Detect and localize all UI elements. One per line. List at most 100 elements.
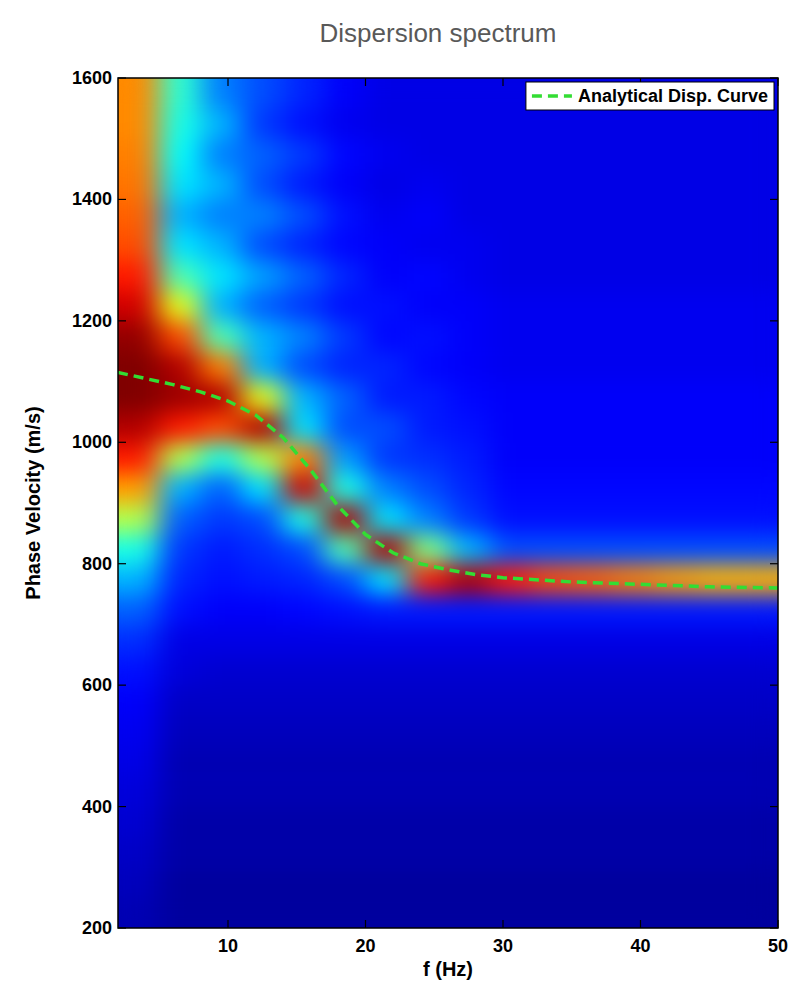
heatmap-cell — [324, 655, 366, 686]
heatmap-cell — [366, 169, 408, 200]
heatmap-cell — [654, 139, 696, 170]
heatmap-cell — [448, 776, 490, 807]
heatmap-cell — [283, 260, 325, 291]
heatmap-cell — [448, 624, 490, 655]
heatmap-cell — [696, 442, 738, 473]
plot-background — [118, 78, 778, 928]
plot-area — [118, 78, 778, 928]
heatmap-cell — [283, 291, 325, 322]
heatmap-cell — [366, 108, 408, 139]
heatmap-cell — [531, 503, 573, 534]
heatmap-cell — [737, 169, 778, 200]
heatmap-cell — [118, 321, 160, 352]
heatmap-cell — [531, 594, 573, 625]
heatmap-cell — [407, 473, 449, 504]
heatmap-cell — [159, 533, 201, 564]
heatmap-cell — [242, 776, 284, 807]
heatmap-cell — [531, 746, 573, 777]
heatmap-cell — [242, 655, 284, 686]
heatmap-cell — [572, 624, 614, 655]
heatmap-cell — [324, 594, 366, 625]
heatmap-cell — [201, 503, 243, 534]
heatmap-cell — [242, 807, 284, 838]
heatmap-cell — [159, 139, 201, 170]
y-tick — [118, 442, 126, 443]
analytical-curve — [118, 372, 778, 588]
heatmap-cell — [613, 351, 655, 382]
heatmap-cell — [448, 442, 490, 473]
heatmap-cell — [283, 169, 325, 200]
heatmap-cell — [737, 594, 778, 625]
heatmap-cell — [531, 837, 573, 868]
heatmap-cell — [531, 108, 573, 139]
heatmap-cell — [448, 655, 490, 686]
heatmap-cell — [696, 412, 738, 443]
heatmap-cell — [613, 716, 655, 747]
heatmap-cell — [366, 230, 408, 261]
heatmap-cell — [366, 807, 408, 838]
heatmap-cell — [201, 473, 243, 504]
heatmap-cell — [242, 503, 284, 534]
heatmap-cell — [572, 533, 614, 564]
heatmap-cell — [159, 321, 201, 352]
heatmap-cell — [654, 169, 696, 200]
heatmap-cell — [572, 412, 614, 443]
heatmap-cell — [366, 776, 408, 807]
heatmap-cell — [696, 655, 738, 686]
heatmap-cell — [654, 382, 696, 413]
heatmap-cell — [366, 260, 408, 291]
heatmap-cell — [366, 412, 408, 443]
heatmap-cell — [613, 867, 655, 898]
heatmap-cell — [613, 169, 655, 200]
heatmap-cell — [572, 382, 614, 413]
heatmap-cell — [572, 139, 614, 170]
heatmap-cell — [737, 503, 778, 534]
heatmap-cell — [242, 898, 284, 928]
heatmap-cell — [737, 351, 778, 382]
heatmap-cell — [531, 807, 573, 838]
heatmap-cell — [572, 473, 614, 504]
heatmap-cell — [407, 412, 449, 443]
heatmap-cell — [531, 382, 573, 413]
heatmap-cell — [654, 776, 696, 807]
heatmap-cell — [407, 78, 449, 109]
heatmap-cell — [489, 898, 531, 928]
x-tick — [227, 78, 228, 86]
y-tick — [118, 320, 126, 321]
heatmap-cell — [242, 351, 284, 382]
heatmap-cell — [531, 867, 573, 898]
heatmap-cell — [118, 898, 160, 928]
heatmap-cell — [654, 716, 696, 747]
heatmap-cell — [283, 776, 325, 807]
heatmap-cell — [366, 291, 408, 322]
heatmap-cell — [696, 746, 738, 777]
heatmap-cell — [489, 169, 531, 200]
heatmap-cell — [118, 533, 160, 564]
heatmap-cell — [572, 837, 614, 868]
y-axis-title: Phase Velocity (m/s) — [22, 406, 44, 599]
heatmap-cell — [696, 624, 738, 655]
heatmap-cell — [407, 199, 449, 230]
heatmap-cell — [283, 867, 325, 898]
heatmap-cell — [283, 382, 325, 413]
heatmap-cell — [489, 230, 531, 261]
x-tick-label: 50 — [768, 936, 788, 956]
heatmap-cell — [118, 108, 160, 139]
heatmap-cell — [448, 503, 490, 534]
heatmap-cell — [489, 473, 531, 504]
heatmap-cell — [118, 867, 160, 898]
x-tick — [365, 920, 366, 928]
heatmap-cell — [737, 624, 778, 655]
x-tick-label: 40 — [630, 936, 650, 956]
y-tick — [118, 199, 126, 200]
heatmap-cell — [654, 351, 696, 382]
heatmap-cell — [159, 867, 201, 898]
y-tick — [118, 77, 126, 78]
heatmap-cell — [242, 533, 284, 564]
heatmap-cell — [407, 169, 449, 200]
y-tick — [770, 563, 778, 564]
heatmap-cell — [407, 230, 449, 261]
heatmap-cell — [407, 382, 449, 413]
heatmap-cell — [613, 837, 655, 868]
heatmap-cell — [366, 351, 408, 382]
